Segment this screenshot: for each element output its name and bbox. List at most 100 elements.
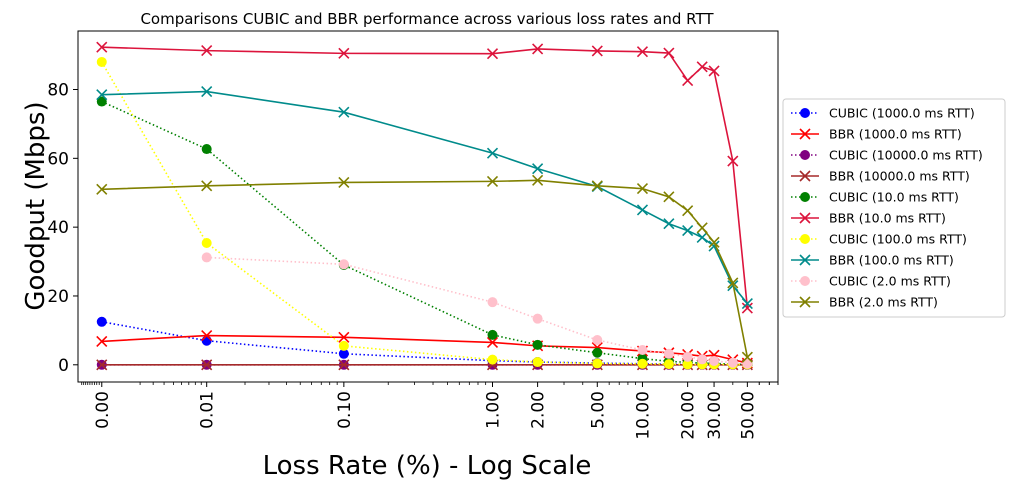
data-point <box>532 163 544 175</box>
data-point <box>201 144 212 155</box>
plot-frame <box>77 30 779 383</box>
data-point <box>727 357 738 368</box>
data-point <box>532 357 543 368</box>
data-point <box>486 336 499 348</box>
plot-area <box>96 41 753 371</box>
x-tick-label: 0.01 <box>198 391 218 429</box>
data-point <box>591 45 603 57</box>
data-point <box>201 85 213 98</box>
y-tick-label: 20 <box>47 287 69 307</box>
data-point <box>96 96 107 107</box>
legend-entry: CUBIC (1000.0 ms RTT) <box>791 106 975 121</box>
data-point <box>338 340 349 351</box>
legend-label: BBR (10.0 ms RTT) <box>829 211 946 226</box>
legend-marker <box>800 150 810 160</box>
series-line <box>101 320 748 366</box>
series-line <box>101 61 748 366</box>
x-axis-label: Loss Rate (%) - Log Scale <box>263 451 592 481</box>
y-tick-label: 40 <box>47 218 69 238</box>
data-point <box>636 46 649 58</box>
data-point <box>663 191 675 203</box>
x-tick-label: 30.00 <box>705 391 725 440</box>
data-point <box>486 147 499 159</box>
legend-entry: BBR (100.0 ms RTT) <box>791 253 954 268</box>
data-point <box>696 61 708 73</box>
legend-label: CUBIC (10.0 ms RTT) <box>829 190 959 205</box>
data-point <box>96 89 108 101</box>
legend-entry: BBR (1000.0 ms RTT) <box>791 127 962 142</box>
series-cubic-1000-0-ms-rtt <box>96 316 753 370</box>
data-point <box>682 351 693 362</box>
data-point <box>696 222 708 234</box>
data-point <box>708 236 720 248</box>
legend-box <box>782 98 1006 318</box>
series-bbr-100-0-ms-rtt <box>96 85 753 310</box>
series-bbr-2-0-ms-rtt <box>96 174 753 363</box>
series-line <box>101 179 749 358</box>
series-cubic-100-0-ms-rtt <box>96 56 753 370</box>
data-point <box>486 175 499 187</box>
data-point <box>338 47 350 59</box>
series-line <box>101 46 749 309</box>
series-bbr-10000-0-ms-rtt <box>96 359 753 371</box>
legend-marker <box>800 276 810 286</box>
series-cubic-10-0-ms-rtt <box>96 96 753 370</box>
legend-entry: CUBIC (10000.0 ms RTT) <box>791 148 983 163</box>
y-axis-label: Goodput (Mbps) <box>21 101 51 310</box>
data-point <box>637 358 648 369</box>
data-point <box>663 359 674 370</box>
data-point <box>637 344 648 355</box>
data-point <box>201 180 213 192</box>
legend-label: CUBIC (1000.0 ms RTT) <box>829 106 975 121</box>
series-line <box>101 90 748 305</box>
data-point <box>741 302 753 314</box>
legend-label: BBR (2.0 ms RTT) <box>829 295 938 310</box>
data-point <box>338 359 350 371</box>
legend-entry: BBR (10000.0 ms RTT) <box>791 169 970 184</box>
legend-marker <box>800 192 810 202</box>
data-point <box>532 174 544 186</box>
y-tick-label: 0 <box>58 356 69 376</box>
data-point <box>636 204 649 216</box>
y-tick-label: 80 <box>47 81 69 101</box>
legend-label: CUBIC (2.0 ms RTT) <box>829 274 951 289</box>
data-point <box>201 329 213 342</box>
data-point <box>682 74 694 87</box>
legend-marker <box>799 170 811 182</box>
data-point <box>741 297 753 310</box>
legend-marker <box>800 234 810 244</box>
legend-marker <box>799 296 811 308</box>
data-point <box>487 354 498 365</box>
legend-entry: CUBIC (10.0 ms RTT) <box>791 190 959 205</box>
data-point <box>696 231 708 244</box>
data-point <box>201 359 213 371</box>
legend-marker <box>800 108 810 118</box>
data-point <box>727 277 739 289</box>
legend-entry: BBR (10.0 ms RTT) <box>791 211 946 226</box>
legend-label: BBR (1000.0 ms RTT) <box>829 127 962 142</box>
data-point <box>486 48 499 60</box>
legend-label: BBR (100.0 ms RTT) <box>829 253 954 268</box>
series-line <box>101 334 748 364</box>
legend: CUBIC (1000.0 ms RTT) BBR (1000.0 ms RTT)… <box>782 98 1006 318</box>
series-cubic-2-0-ms-rtt <box>201 252 753 369</box>
data-point <box>532 313 543 324</box>
legend-marker <box>799 128 811 140</box>
data-point <box>592 358 603 369</box>
x-tick-label: 2.00 <box>529 391 549 429</box>
data-point <box>338 348 349 359</box>
series-bbr-10-0-ms-rtt <box>96 41 753 314</box>
data-point <box>96 41 108 53</box>
data-point <box>682 205 694 217</box>
data-point <box>96 56 107 67</box>
series-bbr-1000-0-ms-rtt <box>96 329 753 369</box>
data-point <box>96 316 107 327</box>
legend-label: CUBIC (10000.0 ms RTT) <box>829 148 983 163</box>
series-line <box>101 100 748 366</box>
data-point <box>591 180 603 192</box>
data-point <box>663 218 675 230</box>
x-tick-label: 10.00 <box>633 391 653 440</box>
data-point <box>709 356 720 367</box>
data-point <box>592 347 603 358</box>
